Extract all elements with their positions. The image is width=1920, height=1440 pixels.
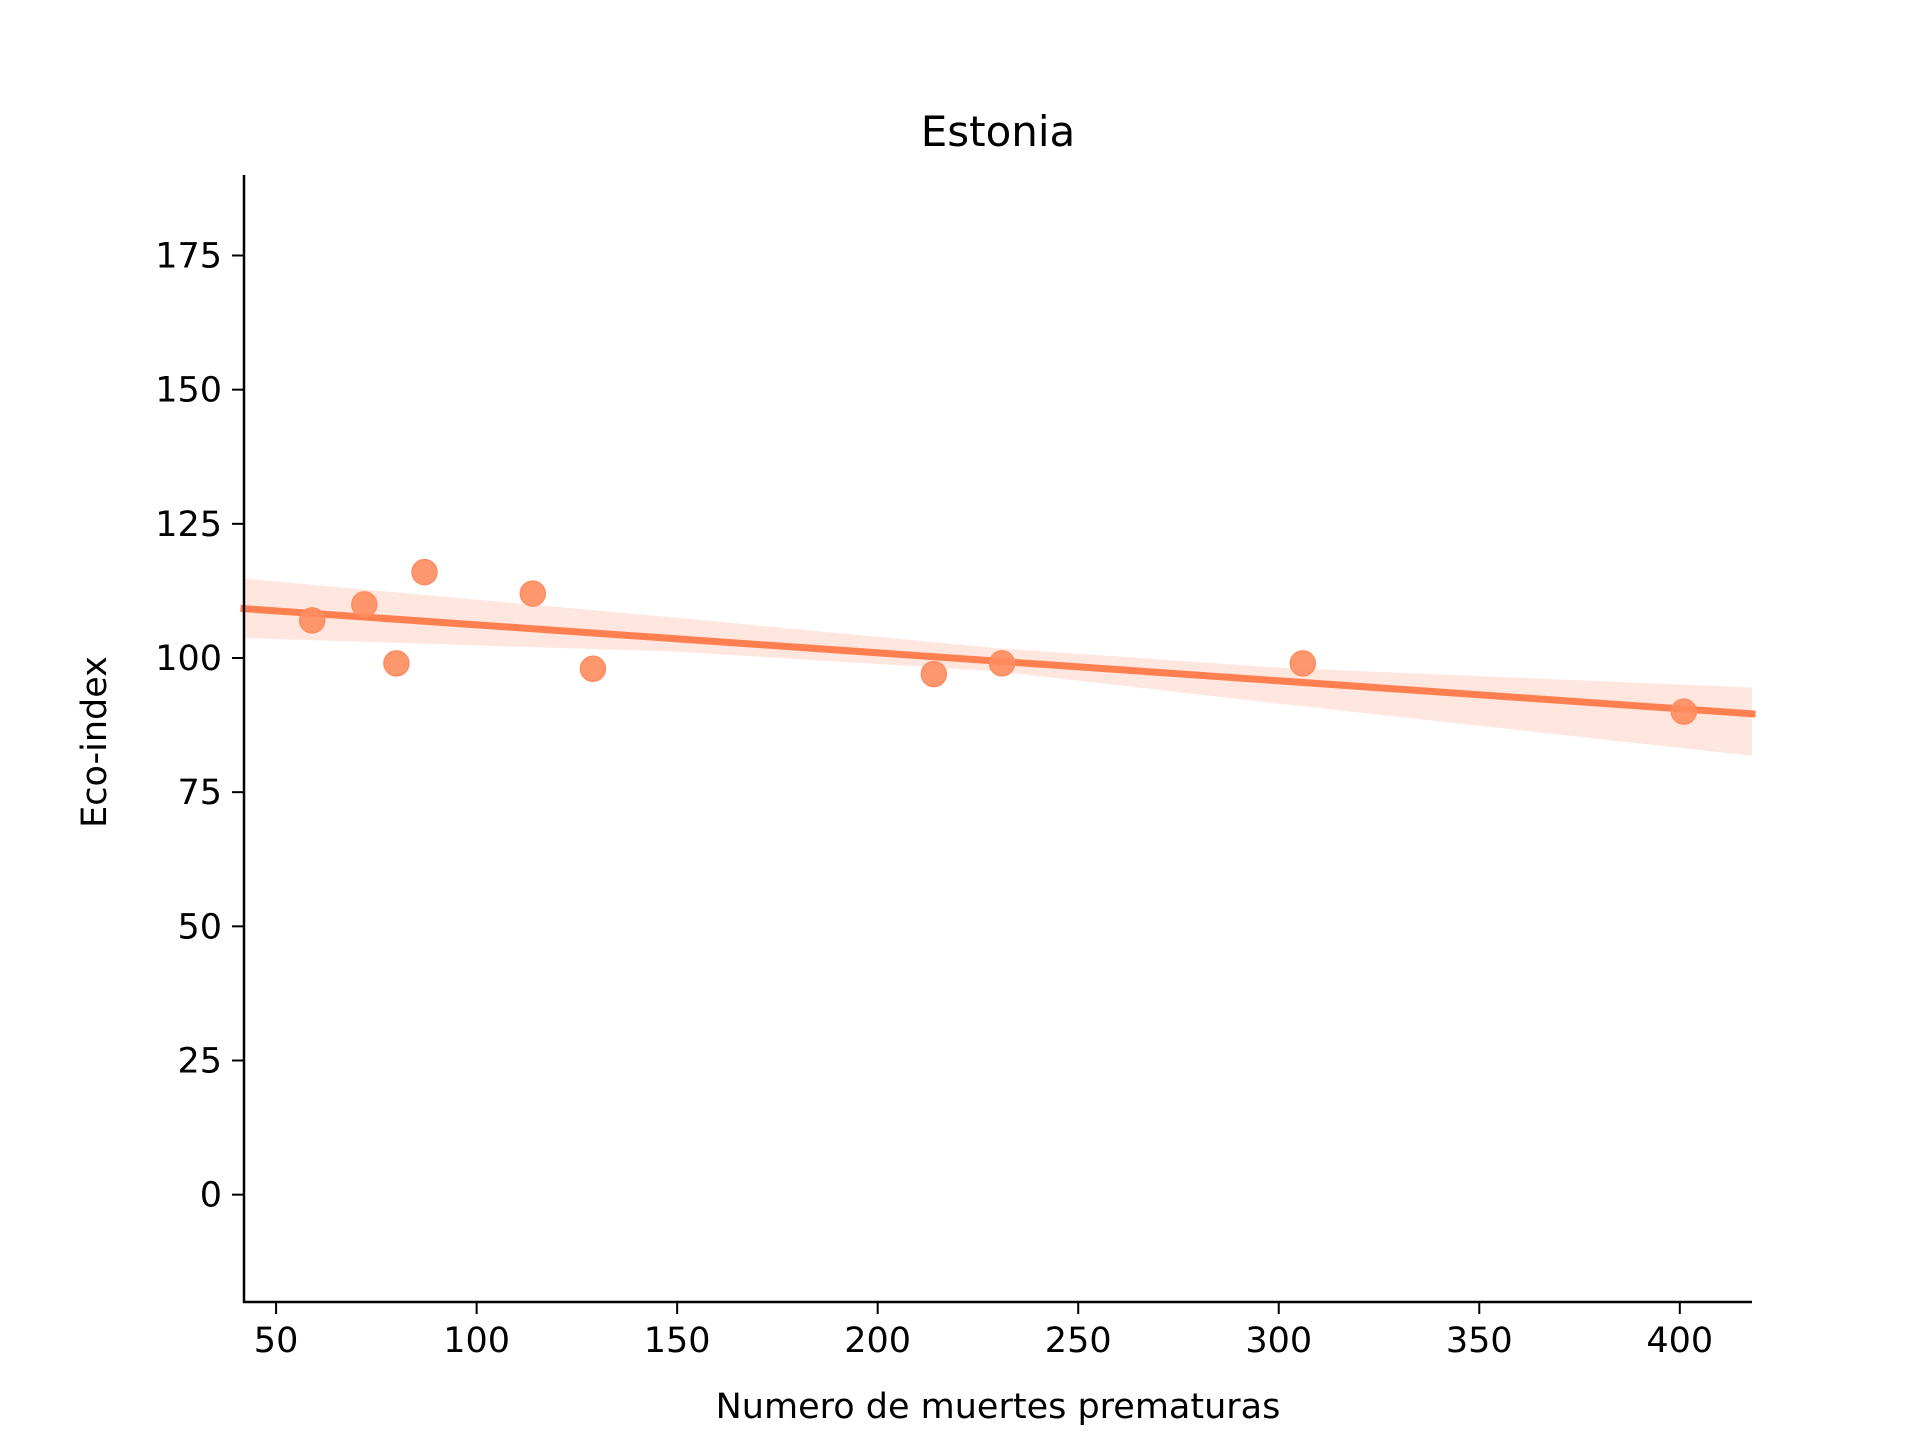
data-point [579, 655, 607, 682]
data-point [383, 650, 410, 677]
data-point [1289, 650, 1317, 677]
x-tick-label: 50 [254, 1321, 299, 1361]
chart-title: Estonia [921, 107, 1076, 156]
x-tick-label: 350 [1446, 1321, 1513, 1361]
data-point [519, 580, 547, 607]
data-point [1670, 698, 1698, 725]
y-tick-label: 50 [177, 907, 222, 947]
y-tick-label: 100 [155, 639, 222, 679]
y-tick-label: 175 [155, 237, 222, 277]
x-tick-label: 400 [1646, 1321, 1713, 1361]
y-axis-label: Eco-index [75, 656, 115, 828]
data-point [920, 660, 948, 688]
y-tick-label: 125 [155, 505, 222, 545]
y-tick-label: 0 [200, 1176, 222, 1216]
x-tick-label: 150 [644, 1321, 711, 1361]
data-point [298, 607, 326, 634]
x-axis-label: Numero de muertes prematuras [716, 1387, 1281, 1427]
x-tick-label: 300 [1245, 1321, 1312, 1361]
y-tick-label: 150 [155, 371, 222, 411]
y-tick-label: 25 [177, 1042, 222, 1082]
x-tick-label: 250 [1045, 1321, 1112, 1361]
plot-area [240, 558, 1756, 756]
y-tick-label: 75 [177, 773, 222, 813]
data-point [411, 558, 438, 586]
data-point [351, 591, 378, 618]
x-tick-label: 100 [443, 1321, 510, 1361]
x-axis: 50 100 150 200 250 300 350 400 [243, 1300, 1752, 1361]
data-point [988, 650, 1016, 677]
y-axis: 0 25 50 75 100 125 150 175 [155, 175, 246, 1303]
x-tick-label: 200 [844, 1321, 911, 1361]
